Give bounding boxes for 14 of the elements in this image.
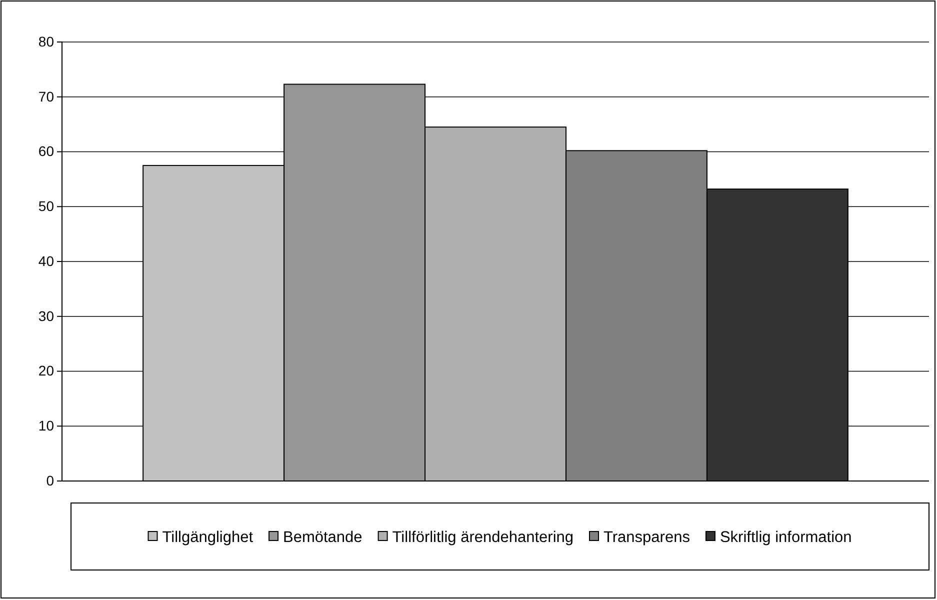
y-tick-label: 80 [38,33,54,50]
y-tick-label: 20 [38,362,54,379]
legend-label: Bemötande [283,528,362,546]
y-tick-label: 50 [38,198,54,214]
legend-label: Transparens [604,528,690,546]
y-tick-label: 70 [38,88,54,104]
y-tick-label: 10 [38,418,54,434]
y-tick-label: 0 [46,472,54,488]
legend-label: Tillförlitlig ärendehantering [392,528,574,546]
y-tick-label: 40 [38,252,54,269]
y-tick-label: 30 [38,308,54,324]
y-tick-label: 60 [38,143,54,160]
legend-label: Tillgänglighet [162,528,254,546]
legend-label: Skriftlig information [720,528,852,546]
